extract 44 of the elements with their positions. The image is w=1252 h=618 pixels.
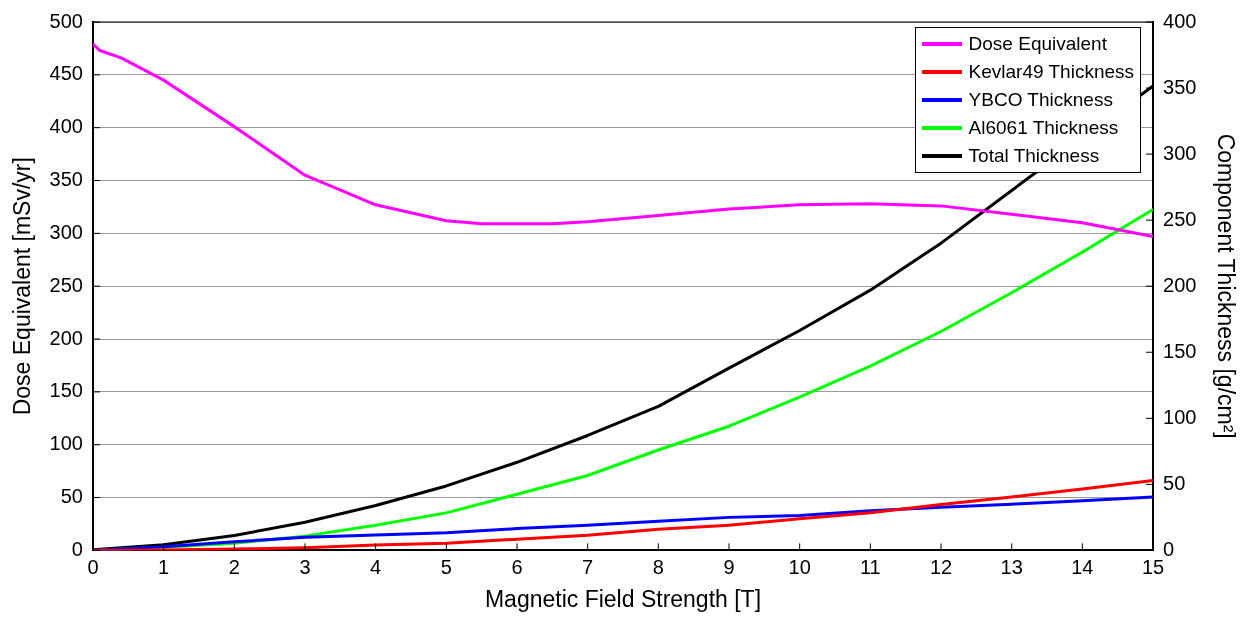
x-tick-label: 0 bbox=[87, 555, 99, 578]
x-tick-label: 4 bbox=[370, 555, 382, 578]
y2-axis-title: Component Thickness [g/cm²] bbox=[1212, 133, 1239, 439]
y-tick-label: 500 bbox=[49, 9, 83, 32]
y-tick-label: 200 bbox=[49, 326, 83, 349]
x-tick-label: 6 bbox=[511, 555, 523, 578]
y2-tick-label: 250 bbox=[1163, 207, 1197, 230]
y2-tick-label: 100 bbox=[1163, 405, 1197, 428]
x-tick-label: 1 bbox=[158, 555, 170, 578]
legend-label: YBCO Thickness bbox=[968, 88, 1113, 112]
x-axis-title: Magnetic Field Strength [T] bbox=[484, 585, 762, 612]
y-tick-label: 0 bbox=[71, 537, 83, 560]
y-axis-title: Dose Equivalent [mSv/yr] bbox=[9, 157, 36, 416]
y-tick-label: 400 bbox=[49, 115, 83, 138]
x-tick-label: 10 bbox=[788, 555, 811, 578]
y-tick-label: 50 bbox=[60, 485, 83, 508]
x-tick-label: 13 bbox=[1000, 555, 1023, 578]
x-tick-label: 11 bbox=[859, 555, 881, 578]
x-tick-label: 3 bbox=[299, 555, 311, 578]
legend-label: Total Thickness bbox=[968, 144, 1100, 168]
x-tick-label: 8 bbox=[652, 555, 664, 578]
y-tick-label: 300 bbox=[49, 220, 83, 243]
y2-tick-label: 400 bbox=[1163, 9, 1197, 32]
y-tick-label: 100 bbox=[49, 432, 83, 455]
y-tick-label: 450 bbox=[49, 62, 83, 85]
x-tick-label: 7 bbox=[582, 555, 594, 578]
legend-label: Dose Equivalent bbox=[968, 32, 1107, 56]
y-tick-label: 150 bbox=[49, 379, 83, 402]
x-tick-label: 9 bbox=[723, 555, 735, 578]
y2-tick-label: 350 bbox=[1163, 75, 1197, 98]
x-tick-label: 2 bbox=[228, 555, 240, 578]
legend-label: Al6061 Thickness bbox=[968, 116, 1119, 140]
y2-tick-label: 150 bbox=[1163, 339, 1197, 362]
legend-label: Kevlar49 Thickness bbox=[968, 60, 1135, 84]
x-tick-label: 12 bbox=[929, 555, 953, 578]
y2-tick-label: 300 bbox=[1163, 141, 1197, 164]
x-tick-label: 5 bbox=[440, 555, 452, 578]
y2-tick-label: 0 bbox=[1163, 537, 1175, 560]
y-tick-label: 350 bbox=[49, 168, 83, 191]
y2-tick-label: 200 bbox=[1163, 273, 1197, 296]
x-tick-label: 15 bbox=[1141, 555, 1165, 578]
x-tick-label: 14 bbox=[1071, 555, 1094, 578]
y2-tick-label: 50 bbox=[1163, 471, 1186, 494]
y-tick-label: 250 bbox=[49, 273, 83, 296]
